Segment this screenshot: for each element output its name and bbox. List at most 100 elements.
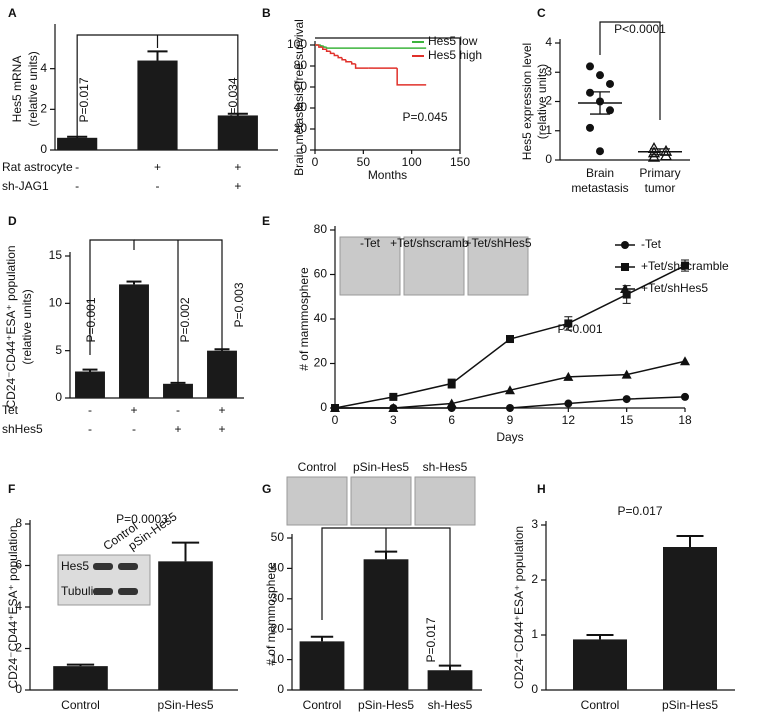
x-tick-label: metastasis xyxy=(571,181,628,195)
panel-letter: E xyxy=(262,214,270,228)
x-tick-label: Control xyxy=(303,698,342,712)
point xyxy=(622,395,631,404)
y-axis-label: Brain metastasis free survival xyxy=(292,19,306,176)
condition-label: sh-JAG1 xyxy=(2,179,49,193)
x-tick-label: 150 xyxy=(450,155,470,169)
survival-step xyxy=(345,59,352,63)
annotation: P=0.0003 xyxy=(116,512,168,526)
panel-letter: F xyxy=(8,482,15,496)
sem-bar xyxy=(650,148,670,156)
y-axis-label: (relative units) xyxy=(26,51,40,126)
inset-image xyxy=(350,476,412,526)
survival-step xyxy=(318,45,323,48)
y-tick-label: 4 xyxy=(15,599,22,613)
survival-step xyxy=(333,53,339,57)
point xyxy=(621,369,632,379)
annotation: P=0.002 xyxy=(178,297,192,342)
bar xyxy=(363,559,409,690)
bar xyxy=(163,383,193,398)
point xyxy=(389,392,398,401)
y-axis-label: Hes5 mRNA xyxy=(10,56,24,123)
sem-bar xyxy=(590,91,610,115)
y-axis-label: CD24⁻CD44⁺ESA⁺ population xyxy=(512,526,526,689)
y-tick-label: 20 xyxy=(271,621,285,635)
y-tick-label: 40 xyxy=(314,311,328,325)
y-axis-label: Hes5 expression level xyxy=(520,43,534,160)
y-axis-label: CD24⁻CD44⁺ESA⁺ population xyxy=(4,245,18,408)
legend-marker xyxy=(620,284,630,293)
condition-sign: - xyxy=(88,422,92,436)
y-tick-label: 0 xyxy=(531,682,538,696)
inset-label: +Tet/shHes5 xyxy=(464,236,531,250)
panel-letter: G xyxy=(262,482,271,496)
condition-label: shHes5 xyxy=(2,422,43,436)
bar xyxy=(119,284,149,398)
y-tick-label: 2 xyxy=(40,102,47,116)
y-tick-label: 15 xyxy=(49,248,63,262)
bar xyxy=(573,639,627,690)
survival-step xyxy=(325,47,427,49)
legend-marker xyxy=(621,263,629,271)
blot-band xyxy=(118,563,138,570)
y-tick-label: 100 xyxy=(287,37,307,51)
y-tick-label: 20 xyxy=(294,121,308,135)
survival-step xyxy=(337,55,343,59)
condition-sign: + xyxy=(174,422,181,436)
condition-sign: + xyxy=(218,422,225,436)
x-tick-label: Control xyxy=(581,698,620,712)
legend-label: Hes5 low xyxy=(428,34,478,48)
y-tick-label: 0 xyxy=(277,682,284,696)
x-tick-label: 15 xyxy=(620,413,634,427)
y-tick-label: 0 xyxy=(545,152,552,166)
y-tick-label: 8 xyxy=(15,516,22,530)
x-tick-label: 6 xyxy=(448,413,455,427)
bar xyxy=(207,350,237,398)
y-tick-label: 0 xyxy=(320,400,327,414)
condition-sign: - xyxy=(132,422,136,436)
condition-sign: - xyxy=(75,179,79,193)
survival-step xyxy=(354,63,369,69)
x-axis-label: Months xyxy=(368,168,407,182)
condition-sign: + xyxy=(154,160,161,174)
legend-label: Hes5 high xyxy=(428,48,482,62)
survival-step xyxy=(325,49,331,53)
inset-label: -Tet xyxy=(360,236,381,250)
survival-step xyxy=(329,51,335,55)
x-tick-label: 0 xyxy=(312,155,319,169)
annotation: P=0.045 xyxy=(402,110,447,124)
panel-letter: A xyxy=(8,6,17,20)
data-point xyxy=(596,147,604,156)
y-tick-label: 0 xyxy=(300,142,307,156)
y-tick-label: 10 xyxy=(49,296,63,310)
inset-label: pSin-Hes5 xyxy=(353,460,409,474)
data-point xyxy=(606,106,614,115)
point xyxy=(681,392,689,401)
data-point xyxy=(606,79,614,88)
survival-step xyxy=(396,68,427,86)
point xyxy=(564,399,573,408)
bar xyxy=(137,60,178,150)
condition-label: Rat astrocyte xyxy=(2,160,73,174)
data-point xyxy=(647,150,661,162)
annotation: P=0.001 xyxy=(84,297,98,342)
y-tick-label: 4 xyxy=(545,35,552,49)
annotation: P=0.017 xyxy=(424,617,438,662)
legend-label: +Tet/shscramble xyxy=(641,259,729,273)
y-tick-label: 2 xyxy=(545,94,552,108)
x-tick-label: 0 xyxy=(332,413,339,427)
y-axis-label: (relative units) xyxy=(535,64,549,139)
inset-image xyxy=(414,476,476,526)
bar xyxy=(217,115,258,150)
inset-label: +Tet/shscramble xyxy=(390,236,478,250)
blot-row-label: Tubulin xyxy=(61,584,100,598)
y-tick-label: 50 xyxy=(271,530,285,544)
annotation: P=0.003 xyxy=(232,282,246,327)
y-tick-label: 0 xyxy=(40,142,47,156)
annotation: P=0.017 xyxy=(617,504,662,518)
point xyxy=(446,398,457,408)
y-tick-label: 2 xyxy=(531,572,538,586)
x-tick-label: Brain xyxy=(586,166,614,180)
series-line xyxy=(335,360,686,409)
